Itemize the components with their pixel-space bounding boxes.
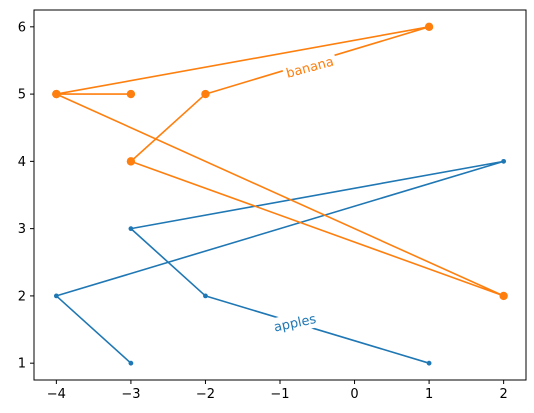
y-tick-label: 5 [18, 88, 26, 103]
banana-label-background [281, 51, 339, 83]
x-tick-label: −1 [270, 387, 289, 402]
y-tick-label: 2 [18, 289, 26, 304]
banana-data-point [52, 89, 61, 99]
banana-data-point [424, 22, 434, 32]
banana-data-point [499, 291, 508, 301]
banana-data-point [126, 89, 136, 99]
banana-data-point [201, 89, 210, 99]
apples-data-point [53, 293, 59, 299]
apples-data-point [426, 360, 432, 366]
banana-data-point [126, 157, 136, 166]
apples-data-point [501, 158, 507, 164]
ticks-layer: −4 −3 −2 −1 0 1 2 1 2 3 4 5 6 [18, 20, 508, 402]
x-tick-label: 2 [499, 387, 507, 402]
x-tick-label: −4 [47, 387, 66, 402]
y-tick-label: 1 [18, 357, 26, 372]
x-tick-label: 0 [350, 387, 358, 402]
apples-data-point [128, 226, 134, 232]
x-tick-label: 1 [425, 387, 433, 402]
apples-data-point [128, 360, 134, 366]
y-tick-label: 6 [18, 20, 26, 35]
apples-label-background [266, 308, 324, 338]
apples-series-line [55, 160, 505, 364]
y-tick-label: 4 [18, 155, 26, 170]
apples-data-point [203, 293, 208, 299]
plot-frame [33, 9, 527, 381]
x-tick-label: −2 [196, 387, 215, 402]
y-tick-label: 3 [18, 222, 26, 237]
x-tick-label: −3 [121, 387, 140, 402]
